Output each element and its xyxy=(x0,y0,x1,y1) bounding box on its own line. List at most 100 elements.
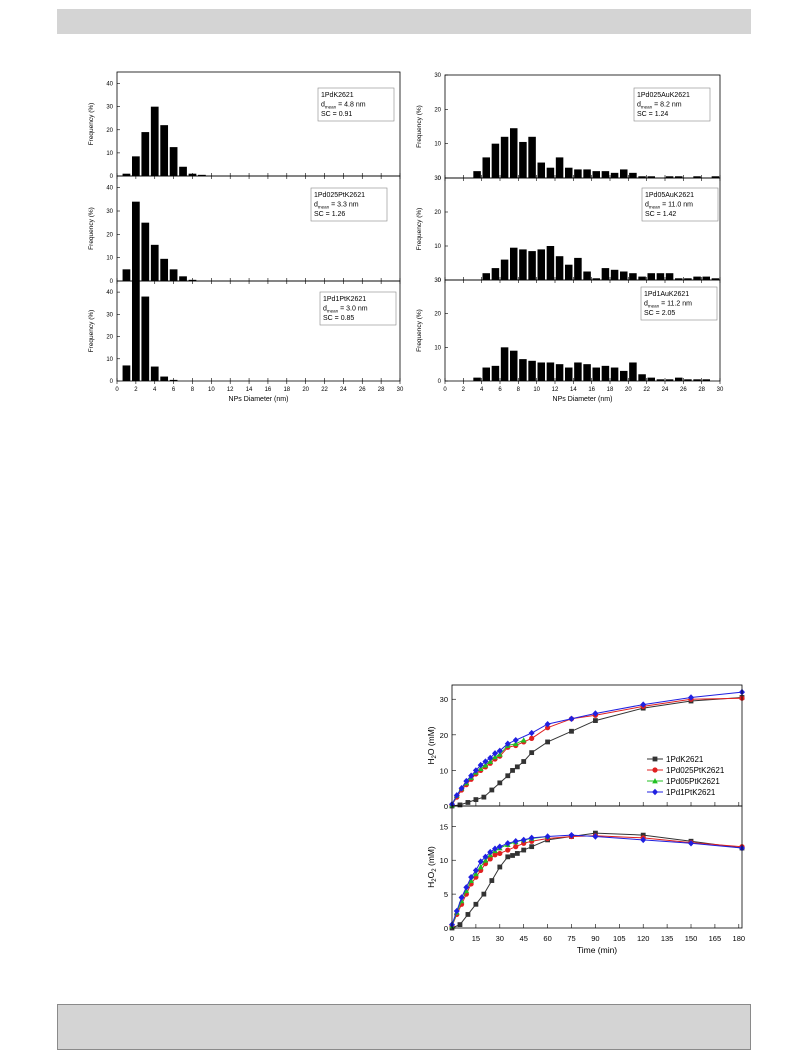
histogram-bar xyxy=(619,370,628,381)
histogram-bar xyxy=(574,257,582,280)
x-tick-label: 180 xyxy=(733,934,746,943)
data-point xyxy=(640,701,647,708)
data-point xyxy=(497,864,503,870)
x-tick-label: 20 xyxy=(302,387,309,393)
histogram-bar xyxy=(500,259,509,280)
data-point xyxy=(497,780,503,786)
histogram-bar xyxy=(619,271,628,280)
data-point xyxy=(544,833,551,840)
histogram-bar xyxy=(574,169,582,178)
x-tick-label: 18 xyxy=(283,387,290,393)
histogram-bar xyxy=(122,269,131,281)
data-point xyxy=(492,750,499,757)
histogram-bar xyxy=(684,379,692,381)
annotation-sc: SC = 1.42 xyxy=(645,211,676,218)
histogram-bar xyxy=(150,106,159,176)
histogram-bar xyxy=(537,362,546,381)
data-point xyxy=(473,901,479,907)
y-axis-label: H2O (mM) xyxy=(426,726,438,764)
histogram-bar xyxy=(546,167,555,178)
annotation-d-value: = 3.3 nm xyxy=(329,202,359,209)
data-point xyxy=(489,787,495,793)
annotation-sample-name: 1Pd1AuK2621 xyxy=(644,291,689,298)
data-point xyxy=(505,773,511,779)
annotation-d-symbol: d xyxy=(644,301,648,308)
data-point xyxy=(465,800,471,805)
histogram-bar xyxy=(160,258,169,281)
annotation-sample-name: 1Pd05AuK2621 xyxy=(645,192,694,199)
x-tick-label: 0 xyxy=(450,934,454,943)
histogram-bar xyxy=(656,379,665,381)
data-point xyxy=(521,847,527,853)
x-tick-label: 10 xyxy=(533,387,540,393)
histogram-bar xyxy=(528,360,536,381)
y-tick-label: 20 xyxy=(106,128,113,134)
data-point xyxy=(520,836,527,844)
histogram-bar xyxy=(693,176,701,178)
histogram-bar xyxy=(564,367,573,381)
histogram-bar xyxy=(592,367,601,381)
data-point xyxy=(545,739,551,745)
x-tick-label: 16 xyxy=(265,387,272,393)
y-tick-label: 0 xyxy=(444,924,448,933)
data-point xyxy=(482,762,489,768)
x-tick-label: 105 xyxy=(613,934,626,943)
y-tick-label: 30 xyxy=(440,695,448,704)
histogram-bar xyxy=(702,379,711,381)
annotation-mean-diameter: dmean = 11.0 nm xyxy=(645,202,693,210)
y-tick-label: 15 xyxy=(440,822,448,831)
annotation-d-symbol: d xyxy=(637,102,641,109)
data-point xyxy=(472,867,479,874)
histogram-bar xyxy=(610,269,619,280)
histogram-bar xyxy=(564,167,573,178)
histogram-bar xyxy=(519,141,527,178)
annotation-box xyxy=(640,286,718,321)
histogram-bar xyxy=(592,171,601,178)
histogram-bar xyxy=(122,173,131,176)
x-tick-label: 0 xyxy=(115,387,119,393)
y-axis-label: Frequency (%) xyxy=(416,208,423,251)
data-point xyxy=(512,838,519,845)
annotation-box xyxy=(319,291,397,326)
histogram-bar xyxy=(638,276,646,280)
y-tick-label: 0 xyxy=(438,379,442,385)
histogram-bar xyxy=(519,249,527,280)
x-axis-label: Time (min) xyxy=(577,945,617,955)
y-tick-label: 0 xyxy=(438,278,442,284)
y-tick-label: 0 xyxy=(110,279,114,285)
data-point xyxy=(593,718,598,723)
data-point xyxy=(529,844,535,850)
y-tick-label: 10 xyxy=(434,142,441,148)
annotation-d-symbol: d xyxy=(314,202,318,209)
annotation-mean-diameter: dmean = 3.0 nm xyxy=(323,306,368,314)
annotation-box xyxy=(633,87,711,122)
histogram-bar xyxy=(665,379,674,381)
histogram-bar xyxy=(179,166,187,176)
histogram-bar xyxy=(160,125,169,176)
data-point xyxy=(520,737,527,743)
data-point xyxy=(481,891,487,897)
x-tick-label: 10 xyxy=(208,387,215,393)
x-tick-label: 150 xyxy=(685,934,698,943)
data-point xyxy=(492,845,499,852)
legend-label: 1Pd025PtK2621 xyxy=(666,766,725,775)
annotation-box xyxy=(317,87,395,122)
x-tick-label: 20 xyxy=(625,387,632,393)
histogram-bar xyxy=(665,273,674,280)
histogram-bar xyxy=(122,365,131,381)
y-tick-label: 0 xyxy=(110,174,114,180)
y-tick-label: 30 xyxy=(106,209,113,215)
annotation-d-symbol: d xyxy=(323,306,327,313)
y-axis-label: Frequency (%) xyxy=(416,105,423,148)
data-point xyxy=(492,852,498,858)
histogram-bar xyxy=(482,273,491,280)
annotation-sample-name: 1PdK2621 xyxy=(321,92,354,99)
y-tick-label: 20 xyxy=(440,731,448,740)
data-point xyxy=(688,840,695,847)
y-tick-label: 30 xyxy=(434,278,441,284)
histogram-bar xyxy=(674,377,683,381)
histogram-bar xyxy=(601,171,610,178)
